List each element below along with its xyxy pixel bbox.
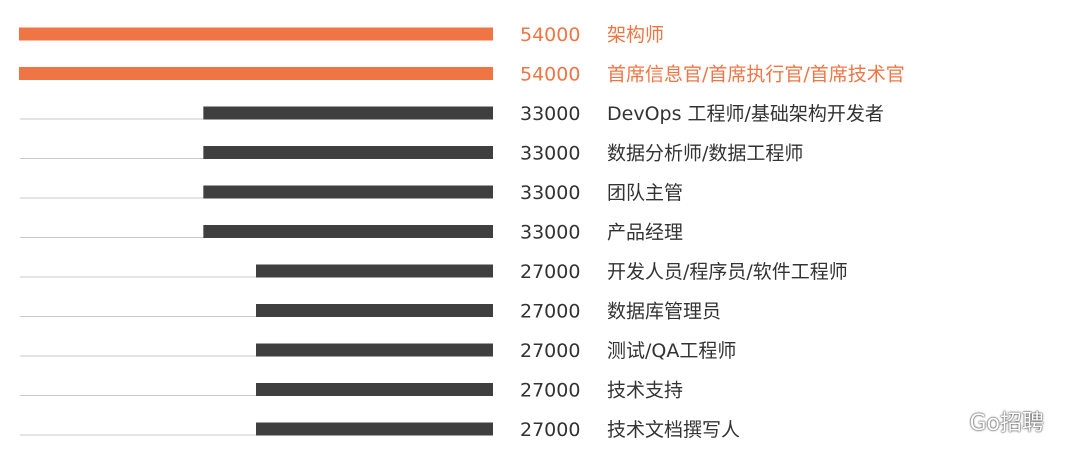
category-label: 架构师 [607,24,664,46]
bar-value-label: 33000 [520,182,580,204]
category-label: 技术支持 [607,380,683,402]
bar-value-label: 33000 [520,143,580,165]
bar [203,106,494,120]
bar [19,67,493,80]
category-label: 数据分析师/数据工程师 [607,143,803,165]
watermark: Go招聘 [933,405,1044,437]
bar-value-label: 54000 [520,24,580,46]
bar [256,422,493,436]
bar-value-label: 27000 [520,419,580,441]
bar-value-label: 27000 [520,261,580,283]
category-label: 首席信息官/首席执行官/首席技术官 [607,64,905,86]
bar-value-label: 54000 [520,64,580,86]
category-label: 团队主管 [607,182,683,204]
bar-value-label: 27000 [520,380,580,402]
bar [256,383,493,396]
wechat-icon [933,408,963,434]
bar-value-label: 27000 [520,301,580,323]
watermark-text: Go招聘 [969,411,1044,436]
bar [19,27,493,41]
category-label: DevOps 工程师/基础架构开发者 [607,103,884,125]
bar [203,146,494,159]
category-label: 技术文档撰写人 [607,419,740,441]
category-label: 数据库管理员 [607,301,721,323]
bar [256,264,493,278]
bar-value-label: 33000 [520,222,580,244]
category-label: 测试/QA工程师 [607,340,736,362]
bar-value-label: 33000 [520,103,580,125]
category-label: 产品经理 [607,222,683,244]
bar [256,343,493,357]
category-label: 开发人员/程序员/软件工程师 [607,261,848,283]
bar [203,225,494,238]
bar [256,304,493,317]
bar-value-label: 27000 [520,340,580,362]
bar [203,185,494,199]
